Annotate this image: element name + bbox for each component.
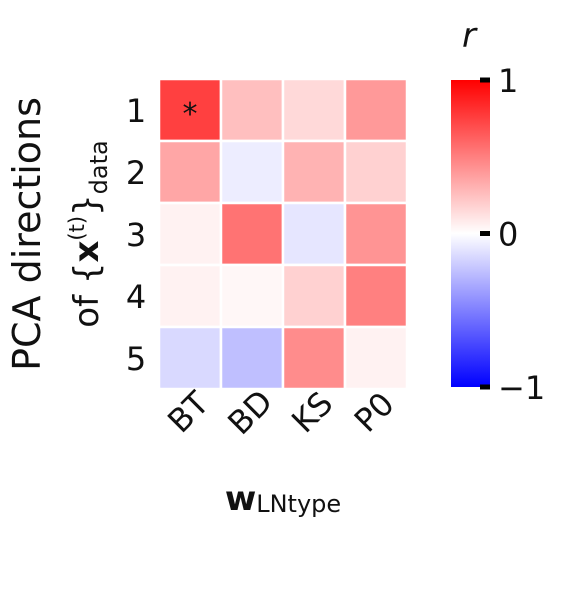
heatmap-cell-r4-BT: [157, 263, 223, 329]
colorbar-tick-label: 0: [498, 216, 518, 254]
cell-annotations: *: [183, 97, 198, 132]
column-tick-label: KS: [284, 384, 340, 440]
y-label-prefix: of {: [67, 263, 107, 328]
heatmap-cell-r3-KS: [281, 201, 347, 267]
heatmap-cell-r2-BT: [157, 139, 223, 205]
x-label-symbol: w: [225, 479, 256, 519]
heatmap-cell-r4-P0: [343, 263, 409, 329]
heatmap-cell-r1-P0: [343, 77, 409, 143]
y-label-superscript: (t): [65, 216, 89, 241]
heatmap-cell-r5-BD: [219, 325, 285, 391]
row-tick-label: 1: [126, 92, 146, 130]
heatmap-cell-r3-BD: [219, 201, 285, 267]
column-tick-label: P0: [347, 385, 402, 440]
heatmap-cell-r2-P0: [343, 139, 409, 205]
heatmap-cell-r4-BD: [219, 263, 285, 329]
row-tick-label: 4: [126, 278, 146, 316]
colorbar-tick-label: 1: [498, 62, 518, 100]
heatmap-cell-r2-BD: [219, 139, 285, 205]
row-tick-label: 3: [126, 216, 146, 254]
y-axis-label-line1: PCA directions: [5, 97, 49, 371]
heatmap-cell-r5-KS: [281, 325, 347, 391]
y-axis-label: PCA directions of {x(t)}data: [5, 97, 113, 371]
x-axis-label: wLNtype: [225, 479, 341, 519]
x-label-subscript: LNtype: [256, 490, 341, 518]
significance-marker: *: [183, 97, 198, 132]
y-label-close: }: [67, 194, 107, 216]
heatmap-cell-r3-BT: [157, 201, 223, 267]
column-tick-label: BD: [220, 382, 280, 442]
colorbar-ticks: 1 0 −1: [480, 62, 545, 407]
heatmap-cell-r1-KS: [281, 77, 347, 143]
row-tick-labels: 1 2 3 4 5: [126, 92, 146, 378]
y-axis-label-line2: of {x(t)}data: [65, 140, 113, 327]
heatmap-cell-r2-KS: [281, 139, 347, 205]
heatmap-cell-r5-P0: [343, 325, 409, 391]
row-tick-label: 2: [126, 154, 146, 192]
heatmap-cells: [157, 77, 409, 391]
heatmap-cell-r4-KS: [281, 263, 347, 329]
heatmap-cell-r5-BT: [157, 325, 223, 391]
colorbar-tick-label: −1: [498, 369, 545, 407]
y-label-subscript: data: [85, 140, 113, 194]
heatmap-cell-r1-BD: [219, 77, 285, 143]
column-tick-label: BT: [160, 384, 217, 441]
row-tick-label: 5: [126, 340, 146, 378]
y-label-symbol: x: [67, 241, 107, 263]
heatmap-cell-r3-P0: [343, 201, 409, 267]
column-tick-labels: BT BD KS P0: [160, 382, 402, 442]
colorbar: r 1 0 −1: [451, 16, 545, 407]
colorbar-label: r: [462, 16, 478, 56]
